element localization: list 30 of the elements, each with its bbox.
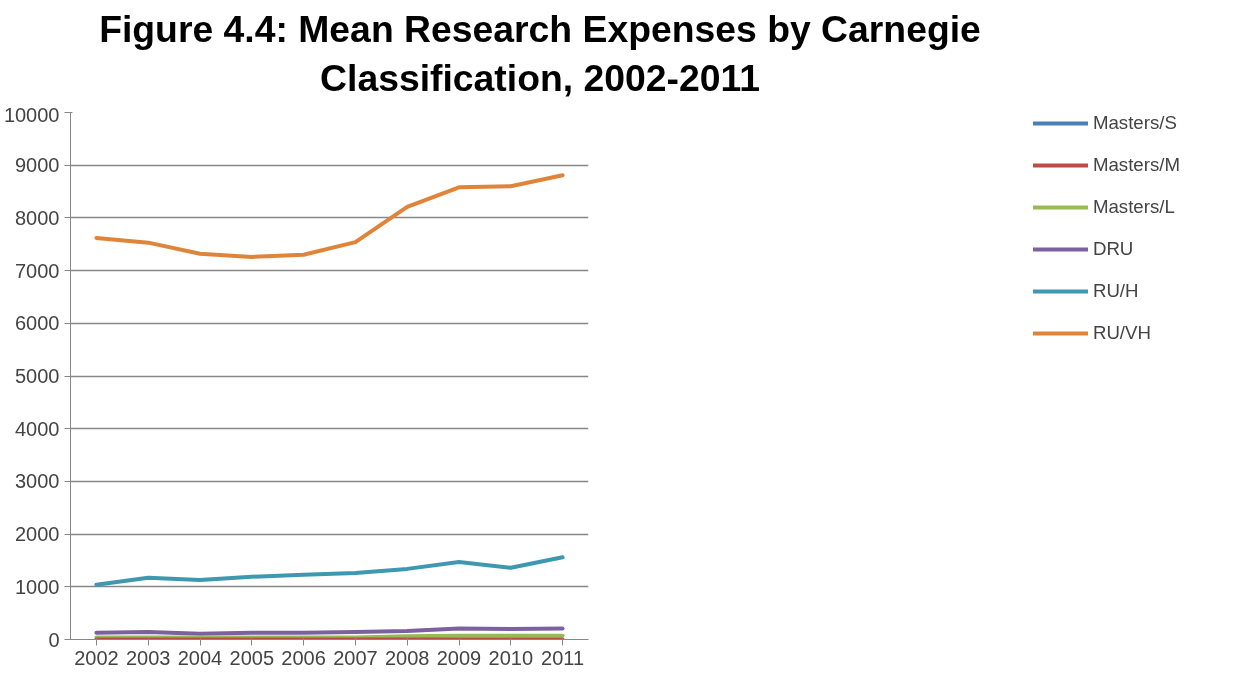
y-tick-label: 9000: [15, 154, 60, 177]
legend-label: DRU: [1092, 238, 1134, 261]
line-series: [94, 555, 565, 587]
x-tick-label: 2011: [541, 646, 585, 669]
y-tick-label: 0: [48, 628, 60, 651]
y-tick-label: 2000: [15, 523, 60, 546]
x-tick-label: 2008: [384, 646, 430, 669]
x-tick-label: 2006: [281, 646, 326, 669]
y-tick-label: 6000: [15, 312, 60, 335]
x-tick-label: 2009: [436, 646, 482, 669]
y-tick-label: 5000: [15, 365, 60, 388]
x-tick-label: 2005: [229, 646, 275, 669]
legend-label: Masters/S: [1092, 112, 1177, 135]
x-tick-label: 2007: [333, 646, 378, 669]
legend-label: Masters/L: [1092, 196, 1175, 219]
chart-title: Figure 4.4: Mean Research Expenses by Carnegie Classification, 2002-2011: [98, 7, 982, 101]
y-tick-label: 4000: [15, 417, 60, 440]
line-series: [94, 173, 565, 259]
y-tick-label: 7000: [15, 259, 60, 282]
y-tick-label: 10000: [3, 103, 60, 126]
x-tick-label: 2010: [488, 646, 534, 669]
y-tick-label: 3000: [15, 470, 60, 493]
x-tick-label: 2004: [177, 646, 223, 669]
y-tick-label: 1000: [15, 575, 60, 598]
legend-label: RU/VH: [1092, 322, 1151, 345]
x-tick-label: 2002: [74, 646, 119, 669]
legend-label: Masters/M: [1092, 154, 1180, 177]
legend-label: RU/H: [1092, 280, 1139, 303]
x-tick-label: 2003: [125, 646, 171, 669]
y-tick-label: 8000: [15, 206, 60, 229]
